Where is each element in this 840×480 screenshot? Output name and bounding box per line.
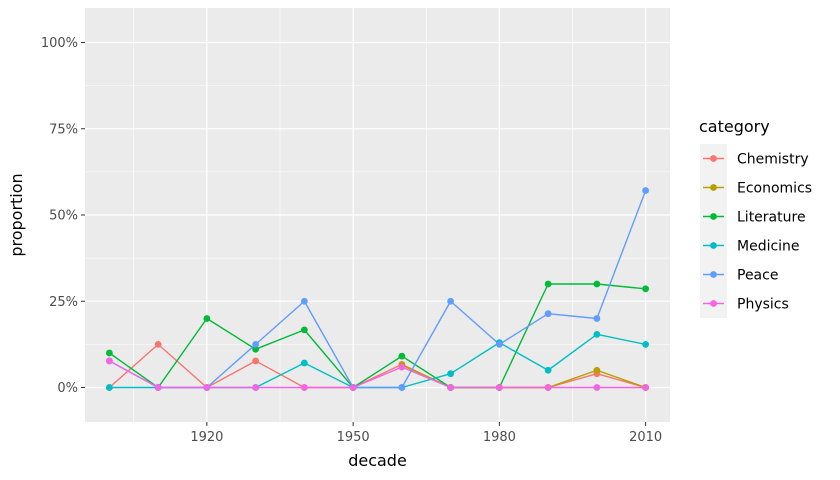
legend-item-medicine: Medicine — [700, 231, 800, 260]
legend-label: Economics — [737, 181, 812, 197]
data-point-medicine — [447, 370, 455, 378]
legend-key-point — [710, 155, 717, 162]
legend-item-chemistry: Chemistry — [700, 144, 809, 173]
data-point-physics — [252, 384, 260, 391]
legend-item-literature: Literature — [700, 202, 806, 231]
legend-label: Physics — [737, 297, 789, 313]
data-point-physics — [105, 357, 113, 365]
legend-key-point — [710, 271, 717, 278]
data-point-medicine — [544, 366, 552, 374]
legend-key-point — [710, 242, 717, 249]
data-point-peace — [593, 315, 601, 322]
y-axis-title: proportion — [7, 173, 26, 256]
data-point-peace — [642, 187, 650, 194]
data-point-peace — [300, 297, 308, 305]
legend-label: Literature — [737, 210, 806, 226]
x-axis-title: decade — [348, 451, 407, 470]
major-gridlines — [85, 8, 670, 422]
data-point-peace — [544, 310, 552, 318]
legend-item-peace: Peace — [700, 260, 778, 289]
data-point-literature — [398, 352, 406, 360]
data-point-peace — [252, 340, 260, 348]
data-point-physics — [398, 363, 406, 371]
y-tick-label: 75% — [49, 122, 78, 137]
y-tick-label: 50% — [49, 209, 78, 224]
y-tick-label: 25% — [49, 295, 78, 310]
data-point-literature — [105, 349, 113, 357]
data-point-literature — [544, 280, 552, 288]
legend-key-point — [710, 300, 717, 307]
data-point-physics — [154, 384, 162, 391]
data-point-literature — [203, 315, 211, 322]
data-point-peace — [447, 297, 455, 305]
data-point-economics — [593, 366, 601, 374]
legend-label: Chemistry — [737, 152, 809, 168]
series-line-physics — [109, 360, 646, 389]
data-point-physics — [349, 384, 357, 391]
legend-key-point — [710, 184, 717, 191]
legend: category Chemistry Economics Literature Med… — [699, 117, 812, 318]
axis-ticks: 1920 1950 1980 2010 0% 25% 50% 75% 100% — [41, 36, 662, 445]
y-tick-label: 0% — [57, 381, 78, 396]
data-point-physics — [300, 384, 308, 391]
legend-label: Medicine — [737, 239, 800, 255]
data-point-chemistry — [154, 340, 162, 348]
legend-key-point — [710, 213, 717, 220]
data-point-literature — [593, 280, 601, 288]
data-point-physics — [544, 384, 552, 391]
data-point-literature — [300, 326, 308, 334]
data-point-peace — [398, 384, 406, 391]
data-point-physics — [447, 384, 455, 391]
legend-label: Peace — [737, 268, 778, 284]
y-tick-label: 100% — [41, 36, 78, 51]
legend-title: category — [699, 117, 770, 136]
data-point-physics — [495, 384, 503, 391]
legend-item-economics: Economics — [700, 173, 812, 202]
series-line-literature — [108, 283, 646, 389]
data-point-physics — [203, 384, 211, 391]
legend-item-physics: Physics — [700, 289, 789, 318]
data-point-physics — [642, 384, 650, 391]
data-point-medicine — [105, 384, 113, 391]
data-point-medicine — [300, 359, 308, 367]
data-point-medicine — [642, 340, 650, 348]
x-tick-label: 1920 — [190, 430, 223, 445]
data-point-chemistry — [252, 357, 260, 365]
data-point-medicine — [593, 330, 601, 338]
x-tick-label: 2010 — [629, 430, 662, 445]
x-tick-label: 1980 — [483, 430, 516, 445]
data-point-literature — [642, 285, 650, 293]
data-point-literature — [252, 345, 260, 353]
series-layer — [105, 187, 650, 391]
data-point-physics — [593, 384, 601, 391]
data-point-peace — [495, 340, 503, 348]
x-tick-label: 1950 — [337, 430, 370, 445]
